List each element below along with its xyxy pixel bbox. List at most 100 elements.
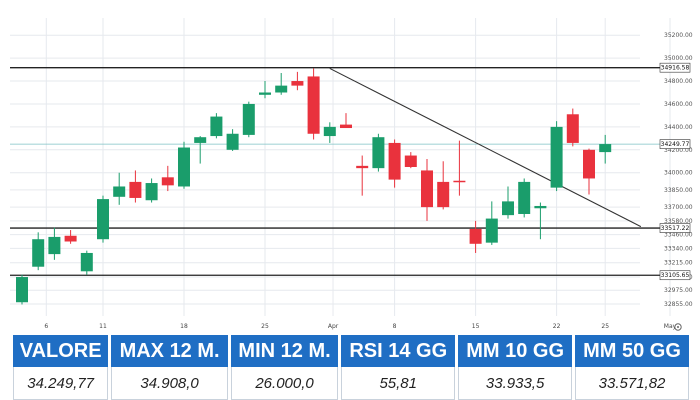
stats-value-row: 34.249,77 34.908,0 26.000,0 55,81 33.933… <box>13 367 689 400</box>
candle-body <box>583 149 595 179</box>
candle-body <box>129 181 142 198</box>
candle-body <box>275 85 288 93</box>
candle-down <box>64 230 77 244</box>
x-tick-label: 25 <box>261 323 269 330</box>
candle-body <box>340 124 352 129</box>
y-tick-label: 32855.00 <box>664 301 693 308</box>
candle-up <box>226 129 239 151</box>
candle-up <box>194 136 207 164</box>
candle-down <box>404 152 417 169</box>
y-tick-label: 33340.00 <box>664 245 693 252</box>
value-mm-10gg: 33.933,5 <box>458 367 573 400</box>
candle-up <box>113 172 126 205</box>
candle-body <box>534 205 547 209</box>
header-mm-50gg: MM 50 GG <box>575 335 689 367</box>
candle-body <box>323 126 336 137</box>
y-tick-label: 33580.00 <box>664 218 693 225</box>
candle-down <box>291 71 304 91</box>
candle-body <box>566 114 579 143</box>
y-tick-label: 34200.00 <box>664 147 693 154</box>
candle-body <box>453 180 466 183</box>
stats-header-row: VALORE MAX 12 M. MIN 12 M. RSI 14 GG MM … <box>13 335 689 367</box>
level-label-box <box>659 270 691 281</box>
candle-body <box>64 235 77 242</box>
trendline <box>329 67 642 228</box>
x-tick-label: 22 <box>553 323 561 330</box>
candle-body <box>599 144 612 153</box>
candle-down <box>356 155 369 196</box>
level-label: 33517.22 <box>661 225 690 232</box>
candle-up <box>502 186 514 219</box>
x-tick-label: 11 <box>99 323 107 330</box>
value-min-12m: 26.000,0 <box>230 367 339 400</box>
value-valore: 34.249,77 <box>13 367 109 400</box>
candle-up <box>550 121 563 192</box>
y-tick-label: 34800.00 <box>664 78 693 85</box>
y-tick-label: 33850.00 <box>664 187 693 194</box>
candle-body <box>97 199 109 240</box>
header-max-12m: MAX 12 M. <box>111 335 228 367</box>
candle-body <box>437 181 450 208</box>
candle-body <box>404 155 417 167</box>
x-tick-label: 6 <box>44 323 48 330</box>
y-tick-label: 34000.00 <box>664 170 693 177</box>
y-tick-label: 33215.00 <box>664 260 693 267</box>
header-rsi-14gg: RSI 14 GG <box>341 335 456 367</box>
header-min-12m: MIN 12 M. <box>230 335 339 367</box>
candle-down <box>421 158 433 221</box>
candle-body <box>113 186 126 197</box>
candle-body <box>259 92 271 95</box>
y-tick-label: 33460.00 <box>664 232 693 239</box>
candle-body <box>178 147 190 187</box>
candle-down <box>340 113 352 129</box>
candle-body <box>388 142 401 180</box>
y-tick-label: 32975.00 <box>664 287 693 294</box>
candle-up <box>485 201 498 245</box>
candle-body <box>16 277 28 303</box>
candle-body <box>485 218 498 243</box>
trendline-segment <box>329 67 642 228</box>
candle-body <box>291 81 304 86</box>
candle-down <box>437 161 450 210</box>
candle-up <box>178 141 190 189</box>
y-tick-label: 34600.00 <box>664 101 693 108</box>
candle-up <box>259 81 271 99</box>
candle-up <box>210 113 223 139</box>
x-tick-label: 15 <box>472 323 480 330</box>
current-price-box <box>659 139 691 149</box>
grid <box>10 18 671 316</box>
support-resistance-levels <box>10 67 660 276</box>
current-price-label: 34249.77 <box>661 141 690 148</box>
candle-body <box>307 76 320 134</box>
y-tick-label: 35000.00 <box>664 55 693 62</box>
x-axis-labels: 6 11 18 25 Apr 8 15 22 25 May <box>44 323 676 330</box>
level-label: 33105.65 <box>661 272 690 279</box>
candle-body <box>469 228 482 244</box>
y-tick-label: 33700.00 <box>664 204 693 211</box>
x-tick-label: 18 <box>180 323 188 330</box>
y-tick-label: 34400.00 <box>664 124 693 131</box>
settings-icon[interactable] <box>674 323 682 331</box>
x-tick-label: 8 <box>393 323 397 330</box>
y-axis-labels: 35200.00 35000.00 34800.00 34600.00 34400.00… <box>664 32 693 308</box>
candle-body <box>518 181 531 214</box>
candle-up <box>275 73 288 95</box>
candle-up <box>372 133 385 172</box>
candle-body <box>550 126 563 188</box>
x-tick-label: Apr <box>328 323 339 330</box>
candle-up <box>145 178 158 203</box>
candle-body <box>210 116 223 137</box>
x-tick-label: 25 <box>601 323 609 330</box>
level-label-box <box>659 62 691 73</box>
candle-up <box>48 227 61 260</box>
candle-body <box>32 239 45 267</box>
header-valore: VALORE <box>13 335 109 367</box>
level-labels: 34916.58 33517.22 33105.65 34249.77 <box>659 62 691 281</box>
x-tick-label: May <box>664 323 677 330</box>
candle-up <box>599 134 612 164</box>
candle-body <box>80 252 93 272</box>
candle-body <box>372 137 385 169</box>
candle-body <box>145 183 158 201</box>
candle-down <box>469 220 482 253</box>
candles <box>16 68 612 305</box>
